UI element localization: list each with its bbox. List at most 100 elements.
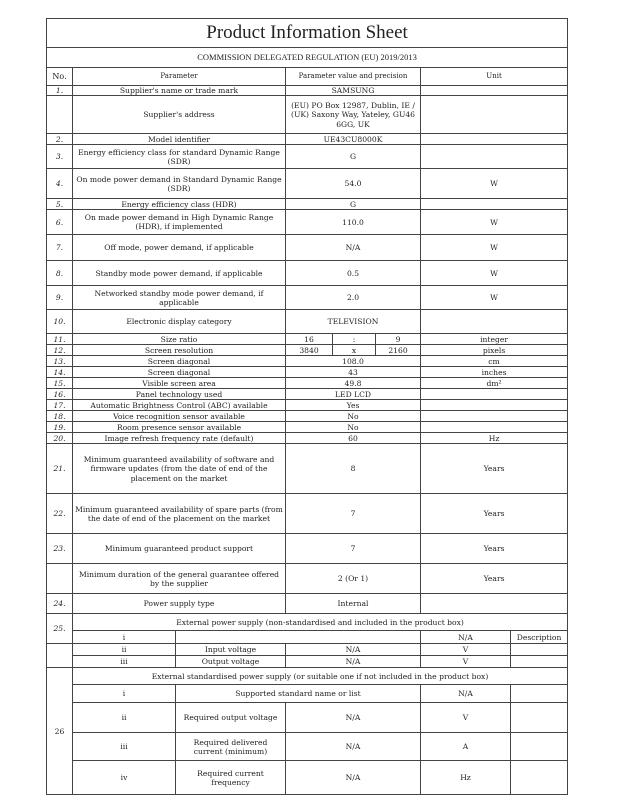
unit bbox=[419, 95, 569, 135]
parameter-value: 7 bbox=[285, 493, 421, 535]
table-row: 25. External power supply (non-standardis… bbox=[46, 613, 569, 645]
row-number bbox=[46, 95, 73, 135]
unit: Years bbox=[419, 533, 569, 565]
parameter-name: Minimum guaranteed availability of softw… bbox=[72, 443, 286, 495]
table-row: 19. Room presence sensor available No bbox=[46, 421, 569, 434]
parameter-name: Supplier's address bbox=[72, 95, 286, 135]
row-number: 23. bbox=[46, 533, 73, 565]
unit: V bbox=[420, 655, 511, 669]
table-row: 4. On mode power demand in Standard Dynam… bbox=[46, 168, 569, 200]
value-part: x bbox=[332, 344, 376, 357]
table-row: iii Required delivered current (minimum) N… bbox=[47, 732, 569, 762]
parameter-value: 43 bbox=[285, 366, 421, 379]
value-part: : bbox=[332, 333, 376, 346]
table-row: Minimum duration of the general guarante… bbox=[46, 563, 569, 595]
table-row: 12. Screen resolution 3840 x 2160 pixels bbox=[46, 344, 569, 357]
parameter-value: 49.8 bbox=[285, 377, 421, 390]
row-number: 4. bbox=[46, 168, 73, 200]
parameter-name: Off mode, power demand, if applicable bbox=[72, 234, 286, 262]
row-number: 5. bbox=[46, 198, 73, 211]
sub-index: i bbox=[72, 630, 176, 645]
unit bbox=[419, 309, 569, 335]
table-row: 7. Off mode, power demand, if applicable N… bbox=[46, 234, 569, 262]
row-number: 12. bbox=[46, 344, 73, 357]
table-row: 10. Electronic display category TELEVISION bbox=[46, 309, 569, 335]
row-number: 16. bbox=[46, 388, 73, 401]
row-number: 18. bbox=[46, 410, 73, 423]
value-part: 16 bbox=[285, 333, 333, 346]
table-row: ii Input voltage N/A V bbox=[46, 643, 569, 669]
row-number: 6. bbox=[46, 209, 73, 236]
table-row: Supplier's address (EU) PO Box 12987, Dub… bbox=[46, 95, 569, 135]
unit: Hz bbox=[420, 760, 511, 796]
parameter-value: N/A bbox=[285, 702, 421, 734]
parameter-value: No bbox=[285, 410, 421, 423]
parameter-value: 110.0 bbox=[285, 209, 421, 236]
table-row: 8. Standby mode power demand, if applicab… bbox=[46, 260, 569, 287]
table-row: iv Required current frequency N/A Hz bbox=[47, 760, 569, 796]
table-row: ii Required output voltage N/A V bbox=[47, 702, 569, 734]
section-title: External power supply (non-standardised … bbox=[71, 613, 569, 632]
unit: inches bbox=[419, 366, 569, 379]
empty-cell bbox=[509, 760, 569, 796]
parameter-name: On made power demand in High Dynamic Ran… bbox=[72, 209, 286, 236]
table-row: 6. On made power demand in High Dynamic R… bbox=[46, 209, 569, 236]
parameter-name: Screen resolution bbox=[72, 344, 286, 357]
unit: dm² bbox=[419, 377, 569, 390]
parameter-name: Room presence sensor available bbox=[72, 421, 286, 434]
row-number: 2. bbox=[46, 133, 73, 146]
parameter-value: G bbox=[285, 198, 421, 211]
unit: W bbox=[419, 168, 569, 200]
parameter-value: UE43CU8000K bbox=[285, 133, 421, 146]
table-row: 9. Networked standby mode power demand, i… bbox=[46, 285, 569, 311]
unit bbox=[419, 421, 569, 434]
row-number: 21. bbox=[46, 443, 73, 495]
parameter-value: 8 bbox=[285, 443, 421, 495]
table-row: 21. Minimum guaranteed availability of so… bbox=[46, 443, 569, 495]
parameter-name: Required current frequency bbox=[175, 760, 286, 796]
parameter-value: SAMSUNG bbox=[285, 84, 421, 97]
parameter-value: 108.0 bbox=[285, 355, 421, 368]
empty-cell bbox=[509, 684, 569, 704]
row-number: 9. bbox=[46, 285, 73, 311]
unit: Years bbox=[419, 443, 569, 495]
parameter-name: Size ratio bbox=[72, 333, 286, 346]
unit: integer bbox=[419, 333, 569, 346]
table-row: 1. Supplier's name or trade mark SAMSUNG bbox=[46, 84, 569, 97]
row-number: 15. bbox=[46, 377, 73, 390]
empty-cell bbox=[509, 702, 569, 734]
row-number: 8. bbox=[46, 260, 73, 287]
parameter-name: Panel technology used bbox=[72, 388, 286, 401]
table-row: 3. Energy efficiency class for standard D… bbox=[46, 144, 569, 170]
parameter-value: N/A bbox=[285, 760, 421, 796]
sheet-title: Product Information Sheet bbox=[45, 18, 569, 48]
table-row: 5. Energy efficiency class (HDR) G bbox=[46, 198, 569, 211]
parameter-name: Minimum guaranteed product support bbox=[72, 533, 286, 565]
row-number: 3. bbox=[46, 144, 73, 170]
parameter-value: N/A bbox=[420, 684, 511, 704]
table-row: 15. Visible screen area 49.8 dm² bbox=[46, 377, 569, 390]
unit bbox=[419, 133, 569, 146]
parameter-value: 2.0 bbox=[285, 285, 421, 311]
row-number: 24. bbox=[46, 593, 73, 615]
parameter-name: Minimum duration of the general guarante… bbox=[72, 563, 286, 595]
parameter-name: Minimum guaranteed availability of spare… bbox=[72, 493, 286, 535]
unit: W bbox=[419, 209, 569, 236]
product-information-sheet: Product Information Sheet COMMISSION DEL… bbox=[45, 18, 569, 796]
header-no: No. bbox=[46, 67, 73, 86]
header-parameter: Parameter bbox=[72, 67, 286, 86]
parameter-name: Supplier's name or trade mark bbox=[72, 84, 286, 97]
parameter-name: Voice recognition sensor available bbox=[72, 410, 286, 423]
unit: W bbox=[419, 260, 569, 287]
parameter-name: Input voltage bbox=[175, 643, 286, 657]
parameter-value: 0.5 bbox=[285, 260, 421, 287]
unit: cm bbox=[419, 355, 569, 368]
parameter-value: N/A bbox=[285, 655, 421, 669]
table-row: 2. Model identifier UE43CU8000K bbox=[46, 133, 569, 146]
parameter-name: On mode power demand in Standard Dynamic… bbox=[72, 168, 286, 200]
table-row: 18. Voice recognition sensor available No bbox=[46, 410, 569, 423]
value-part: 2160 bbox=[375, 344, 421, 357]
table-row: 24. Power supply type Internal bbox=[46, 593, 569, 615]
unit bbox=[419, 399, 569, 412]
unit: A bbox=[420, 732, 511, 762]
